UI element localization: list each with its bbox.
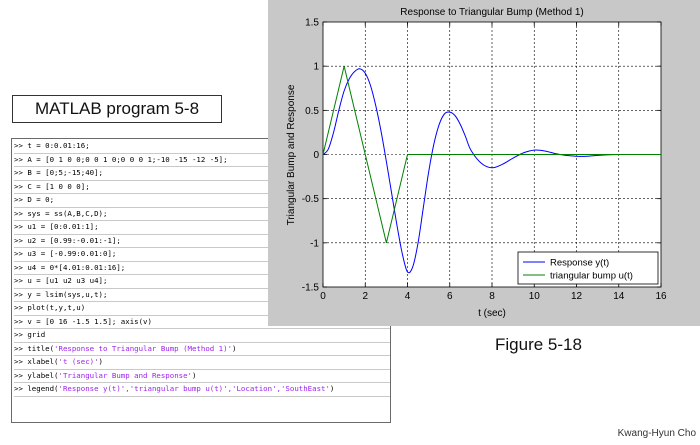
code-text: >> B = [0;5;-15;40]; bbox=[14, 168, 103, 177]
y-tick-label: 1.5 bbox=[305, 18, 319, 29]
y-tick-label: 1 bbox=[313, 62, 319, 73]
code-line: >> u4 = 0*[4.01:0.01:16]; bbox=[14, 262, 390, 275]
code-text: >> u4 = 0*[4.01:0.01:16]; bbox=[14, 262, 126, 272]
code-text: >> sys = ss(A,B,C,D); bbox=[14, 208, 108, 218]
x-tick-label: 0 bbox=[320, 291, 326, 302]
code-text: ) bbox=[98, 357, 103, 366]
code-text: >> legend( bbox=[14, 384, 59, 393]
code-line: >> legend('Response y(t)','triangular bu… bbox=[14, 383, 390, 397]
code-text: ) bbox=[192, 370, 197, 380]
code-text: >> plot(t,y,t,u) bbox=[14, 303, 86, 312]
y-tick-label: 0.5 bbox=[305, 106, 319, 117]
legend-label: Response y(t) bbox=[550, 258, 609, 269]
legend: Response y(t) triangular bump u(t) bbox=[517, 251, 659, 285]
code-string: 'Response to Triangular Bump (Method 1)' bbox=[54, 343, 233, 353]
x-tick-label: 12 bbox=[571, 291, 583, 302]
code-line: >> sys = ss(A,B,C,D); bbox=[14, 208, 390, 221]
code-text: >> u2 = [0.99:-0.01:-1]; bbox=[14, 235, 121, 245]
code-text: ) bbox=[232, 343, 237, 353]
code-line: >> xlabel('t (sec)') bbox=[14, 356, 390, 370]
code-line: >> title('Response to Triangular Bump (M… bbox=[14, 343, 390, 356]
y-axis-label: Triangular Bump and Response bbox=[286, 84, 297, 225]
code-text: >> u3 = [-0.99:0.01:0]; bbox=[14, 249, 117, 258]
code-string: 'Response y(t)','triangular bump u(t)','… bbox=[58, 384, 330, 393]
x-tick-label: 14 bbox=[613, 291, 625, 302]
x-axis-label: t (sec) bbox=[478, 308, 506, 319]
code-line: >> ylabel('Triangular Bump and Response'… bbox=[14, 370, 390, 383]
code-text: >> t = 0:0.01:16; bbox=[14, 141, 90, 150]
code-line: >> u = [u1 u2 u3 u4]; bbox=[14, 275, 390, 289]
code-text: >> D = 0; bbox=[14, 195, 55, 204]
code-line: >> grid bbox=[14, 329, 390, 343]
code-line: >> u3 = [-0.99:0.01:0]; bbox=[14, 248, 390, 262]
code-text: >> A = [0 1 0 0;0 0 1 0;0 0 0 1;-10 -15 … bbox=[14, 154, 228, 164]
x-tick-label: 8 bbox=[489, 291, 495, 302]
code-line: >> D = 0; bbox=[14, 194, 390, 208]
code-line: >> u1 = [0:0.01:1]; bbox=[14, 221, 390, 235]
triangular-bump-series-line bbox=[322, 66, 661, 243]
y-tick-label: -1 bbox=[310, 238, 319, 249]
author-credit: Kwang-Hyun Cho bbox=[617, 428, 696, 439]
program-title: MATLAB program 5-8 bbox=[12, 95, 222, 123]
code-text: >> v = [0 16 -1.5 1.5]; axis(v) bbox=[14, 316, 152, 326]
line-chart: 0 2 4 6 8 10 12 14 16 1.5 1 0.5 0 -0.5 -1 -1.5 Response… bbox=[286, 7, 667, 319]
code-line: >> t = 0:0.01:16; bbox=[14, 140, 390, 154]
code-text: >> xlabel( bbox=[14, 357, 59, 366]
x-tick-label: 6 bbox=[447, 291, 453, 302]
code-line: >> u2 = [0.99:-0.01:-1]; bbox=[14, 235, 390, 248]
code-text: ) bbox=[329, 384, 335, 393]
code-string: 't (sec)' bbox=[58, 357, 99, 366]
code-text: >> grid bbox=[14, 330, 46, 339]
code-text: >> u = [u1 u2 u3 u4]; bbox=[14, 276, 108, 285]
y-tick-label: 0 bbox=[313, 150, 319, 161]
y-tick-label: -0.5 bbox=[302, 194, 320, 205]
code-line: >> y = lsim(sys,u,t); bbox=[14, 289, 390, 302]
y-tick-label: -1.5 bbox=[302, 283, 320, 294]
code-line: >> plot(t,y,t,u) bbox=[14, 302, 390, 316]
code-string: 'Triangular Bump and Response' bbox=[58, 370, 193, 380]
x-tick-label: 4 bbox=[405, 291, 411, 302]
code-line: >> v = [0 16 -1.5 1.5]; axis(v) bbox=[14, 316, 390, 329]
response-series-line bbox=[322, 68, 661, 274]
figure-window: 0 2 4 6 8 10 12 14 16 1.5 1 0.5 0 -0.5 -1 -1.5 Response… bbox=[268, 0, 700, 326]
code-text: >> ylabel( bbox=[14, 370, 59, 380]
legend-label: triangular bump u(t) bbox=[550, 271, 633, 282]
code-text: >> title( bbox=[14, 343, 55, 353]
code-line: >> B = [0;5;-15;40]; bbox=[14, 167, 390, 181]
code-line: >> C = [1 0 0 0]; bbox=[14, 181, 390, 194]
x-tick-label: 2 bbox=[362, 291, 368, 302]
code-text: >> y = lsim(sys,u,t); bbox=[14, 289, 108, 299]
x-tick-label: 10 bbox=[529, 291, 541, 302]
code-text: >> C = [1 0 0 0]; bbox=[14, 181, 90, 191]
code-line: >> A = [0 1 0 0;0 0 1 0;0 0 0 1;-10 -15 … bbox=[14, 154, 390, 167]
code-text: >> u1 = [0:0.01:1]; bbox=[14, 222, 99, 231]
chart-title: Response to Triangular Bump (Method 1) bbox=[400, 7, 583, 18]
figure-caption: Figure 5-18 bbox=[495, 335, 582, 354]
legend-box bbox=[517, 251, 659, 285]
x-tick-label: 16 bbox=[655, 291, 667, 302]
